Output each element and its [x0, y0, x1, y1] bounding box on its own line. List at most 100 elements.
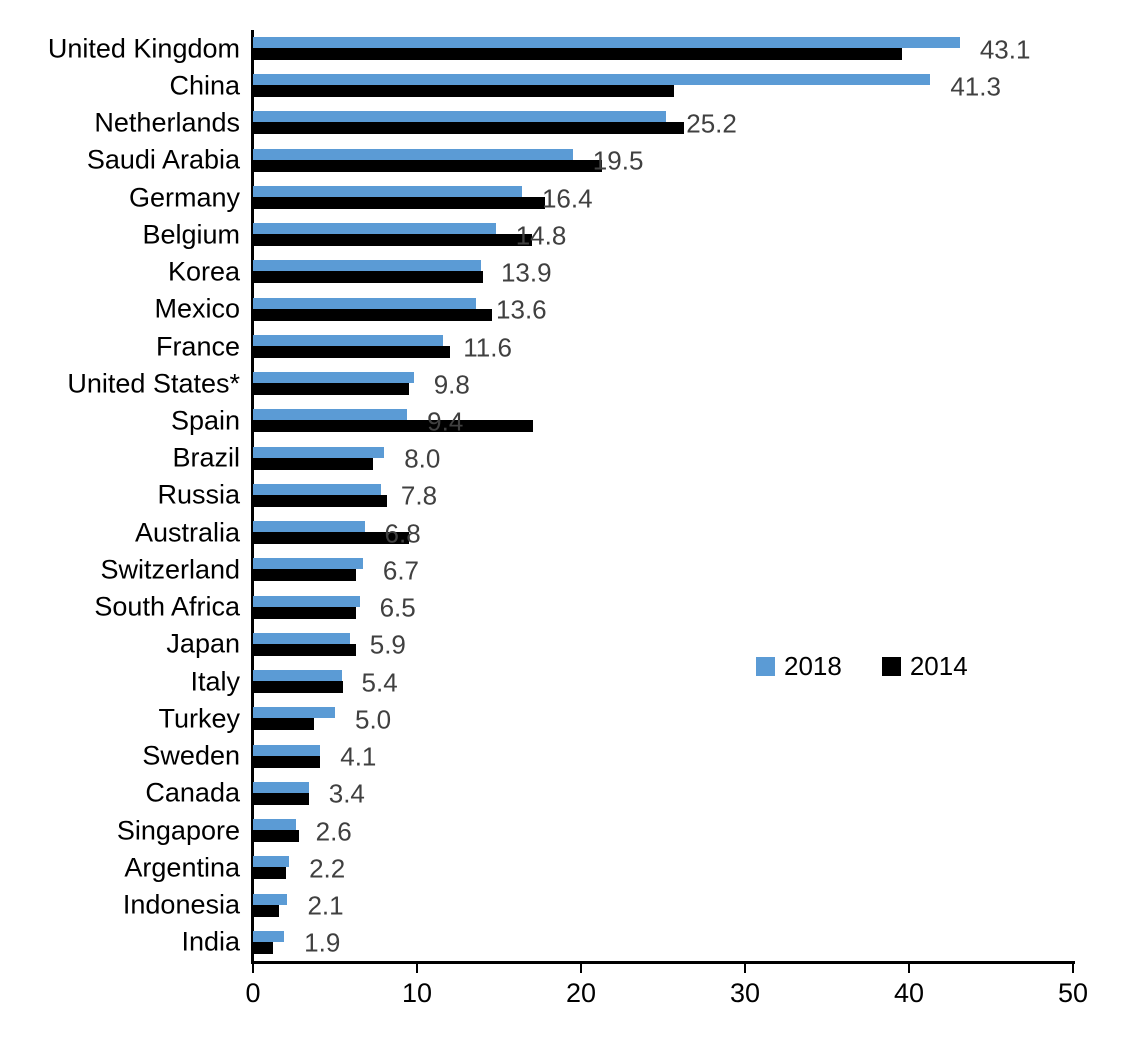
- bar-2018: [253, 558, 363, 570]
- bar-2018: [253, 148, 573, 160]
- bar-2018: [253, 446, 385, 458]
- chart-row: Russia 7.8: [157, 477, 1075, 514]
- bar-pair: [253, 334, 450, 358]
- bar-2018: [253, 819, 296, 831]
- category-label: Japan: [166, 628, 240, 659]
- category-label: Indonesia: [122, 889, 240, 920]
- bar-pair: [253, 148, 603, 172]
- bar-2018: [253, 781, 309, 793]
- category-label: Belgium: [142, 219, 240, 250]
- value-label: 41.3: [950, 71, 1001, 102]
- value-label: 2.1: [307, 890, 344, 921]
- value-label: 19.5: [592, 145, 644, 176]
- bar-2018: [253, 930, 285, 942]
- chart-row: Argentina 2.2: [124, 849, 1075, 886]
- value-label: 2.6: [315, 816, 352, 847]
- bar-pair: [253, 372, 414, 396]
- bar-2014: [253, 941, 273, 954]
- bar-pair: [253, 185, 545, 209]
- chart-row: Italy 5.4: [190, 663, 1075, 700]
- bar-pair: [253, 595, 360, 619]
- bar-2018: [253, 744, 321, 756]
- x-tick: [908, 962, 910, 973]
- bar-2018: [253, 334, 444, 346]
- category-label: Switzerland: [100, 554, 240, 585]
- bar-pair: [253, 893, 288, 917]
- value-label: 6.7: [382, 555, 420, 586]
- chart-row: Sweden 4.1: [142, 738, 1075, 775]
- bar-2014: [253, 494, 388, 507]
- bar-2018: [253, 372, 414, 384]
- category-label: Turkey: [158, 703, 240, 734]
- chart-row: South Africa 6.5: [94, 589, 1075, 626]
- x-tick: [744, 962, 746, 973]
- x-tick: [252, 962, 254, 973]
- value-label: 14.8: [515, 220, 567, 251]
- bar-2014: [253, 159, 603, 172]
- category-label: Spain: [170, 405, 240, 436]
- value-label: 6.5: [379, 592, 416, 623]
- bar-2014: [253, 196, 545, 209]
- y-axis-line: [251, 30, 254, 964]
- category-label: Saudi Arabia: [86, 144, 240, 175]
- value-label: 13.9: [500, 257, 552, 288]
- bar-pair: [253, 260, 483, 284]
- category-label: Netherlands: [94, 107, 240, 138]
- value-label: 3.4: [328, 778, 365, 809]
- bar-2018: [253, 185, 522, 197]
- legend-swatch-2018-icon: [756, 657, 775, 676]
- chart-row: Turkey 5.0: [158, 700, 1075, 737]
- bar-pair: [253, 707, 335, 731]
- category-label: Italy: [190, 666, 240, 697]
- bar-2014: [253, 606, 357, 619]
- x-tick: [1072, 962, 1074, 973]
- bar-pair: [253, 483, 388, 507]
- bar-pair: [253, 74, 931, 98]
- bar-2018: [253, 37, 960, 48]
- bar-pair: [253, 558, 363, 582]
- category-label: France: [155, 331, 240, 362]
- category-label: Sweden: [142, 740, 240, 771]
- value-label: 16.4: [541, 182, 593, 213]
- chart-row: Singapore 2.6: [117, 812, 1075, 849]
- chart-row: France 11.6: [156, 328, 1075, 365]
- bar-2014: [253, 569, 357, 582]
- bar-pair: [253, 111, 685, 135]
- bar-2014: [253, 532, 409, 545]
- value-label: 5.9: [369, 629, 406, 660]
- category-label: Argentina: [124, 852, 240, 883]
- bar-pair: [253, 670, 344, 694]
- value-label: 11.6: [463, 331, 512, 362]
- chart-row: China 41.3: [169, 67, 1075, 104]
- bar-2014: [253, 792, 309, 805]
- value-label: 43.1: [979, 34, 1031, 65]
- category-label: United Kingdom: [47, 33, 240, 64]
- x-axis-line: [251, 961, 1075, 964]
- category-label: India: [181, 926, 240, 957]
- legend-label-2014: 2014: [909, 651, 968, 681]
- legend-item-2014: 2014: [881, 651, 968, 682]
- category-label: Russia: [157, 479, 240, 510]
- chart-row: Germany 16.4: [129, 179, 1075, 216]
- value-label: 8.0: [404, 443, 441, 474]
- bar-pair: [253, 781, 309, 805]
- x-tick-label: 40: [893, 978, 925, 1008]
- bar-2018: [253, 856, 290, 868]
- chart-row: Mexico 13.6: [154, 291, 1075, 328]
- bar-2014: [253, 48, 903, 60]
- bar-pair: [253, 930, 285, 954]
- bar-2018: [253, 409, 408, 421]
- bar-2014: [253, 271, 483, 284]
- bar-2014: [253, 681, 344, 694]
- value-label: 7.8: [400, 480, 438, 511]
- bar-pair: [253, 446, 385, 470]
- bar-2018: [253, 521, 365, 533]
- bar-2018: [253, 111, 667, 123]
- bar-2018: [253, 74, 931, 86]
- bar-2014: [253, 308, 493, 321]
- category-label: Canada: [145, 777, 240, 808]
- category-label: Germany: [128, 182, 240, 213]
- legend-item-2018: 2018: [756, 651, 842, 682]
- value-label: 5.0: [355, 704, 392, 735]
- bar-2018: [253, 893, 288, 905]
